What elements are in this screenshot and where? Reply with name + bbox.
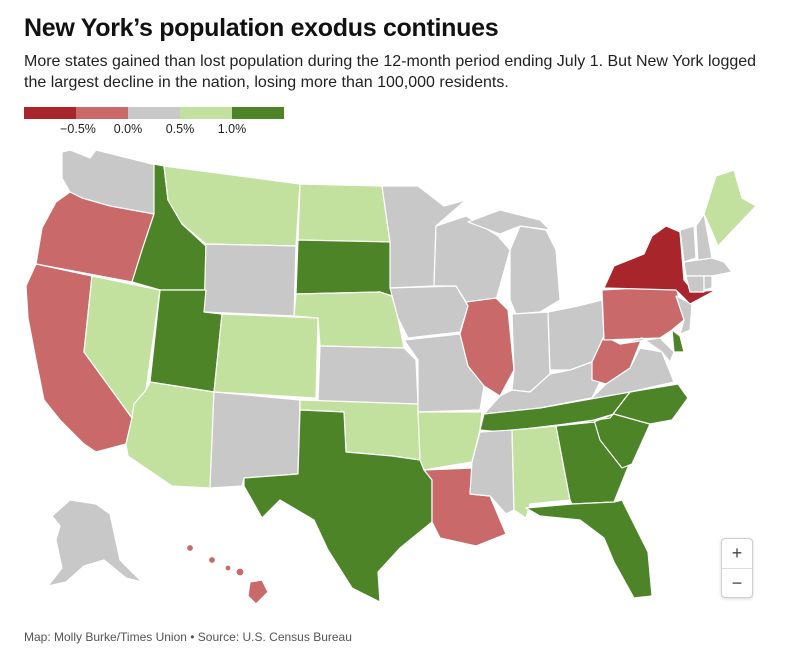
state-south-dakota[interactable] [295,239,393,297]
state-alaska[interactable] [47,499,143,587]
legend-swatch-strong-gain [232,107,284,119]
state-hawaii-molokai[interactable] [224,564,232,572]
zoom-in-button[interactable]: + [722,539,752,569]
state-new-york[interactable] [603,225,717,305]
map-credit: Map: Molly Burke/Times Union • Source: U… [24,630,352,644]
state-new-mexico[interactable] [209,391,301,489]
state-maryland[interactable] [619,337,675,363]
state-connecticut[interactable] [685,275,705,293]
state-texas[interactable] [243,409,433,603]
zoom-out-button[interactable]: − [731,573,743,593]
state-hawaii-kauai[interactable] [185,543,195,553]
state-iowa[interactable] [389,285,469,339]
legend-swatch-decline [76,107,128,119]
state-massachusetts[interactable] [683,257,733,277]
state-virginia[interactable] [539,347,675,409]
state-vermont[interactable] [679,225,697,263]
state-north-carolina[interactable] [565,383,689,425]
map-subtitle: More states gained than lost population … [24,53,757,91]
state-delaware[interactable] [671,329,685,353]
map-title: New York’s population exodus continues [24,14,499,42]
legend-tick-minus-half: −0.5% [60,122,96,136]
legend-tick-zero: 0.0% [113,122,143,136]
state-north-dakota[interactable] [297,183,391,243]
us-choropleth-map[interactable] [0,140,808,620]
state-florida[interactable] [525,499,653,599]
color-legend: −0.5% 0.0% 0.5% 1.0% [24,107,284,137]
legend-swatch-flat [128,107,180,119]
state-colorado[interactable] [213,313,319,399]
state-illinois[interactable] [459,297,515,397]
state-hawaii-maui[interactable] [235,567,245,577]
legend-swatch-strong-decline [24,107,76,119]
legend-swatch-gain [180,107,232,119]
legend-tick-one: 1.0% [217,122,247,136]
state-hawaii-oahu[interactable] [207,555,217,565]
state-michigan-up[interactable] [467,209,551,235]
legend-tick-half: 0.5% [165,122,195,136]
zoom-control: + − [721,538,753,598]
state-wyoming[interactable] [203,243,297,317]
state-arizona[interactable] [125,381,215,489]
state-hawaii-big-island[interactable] [247,579,269,605]
state-michigan[interactable] [509,225,561,315]
state-maine[interactable] [703,169,757,247]
state-rhode-island[interactable] [703,275,713,291]
state-kansas[interactable] [317,345,419,405]
